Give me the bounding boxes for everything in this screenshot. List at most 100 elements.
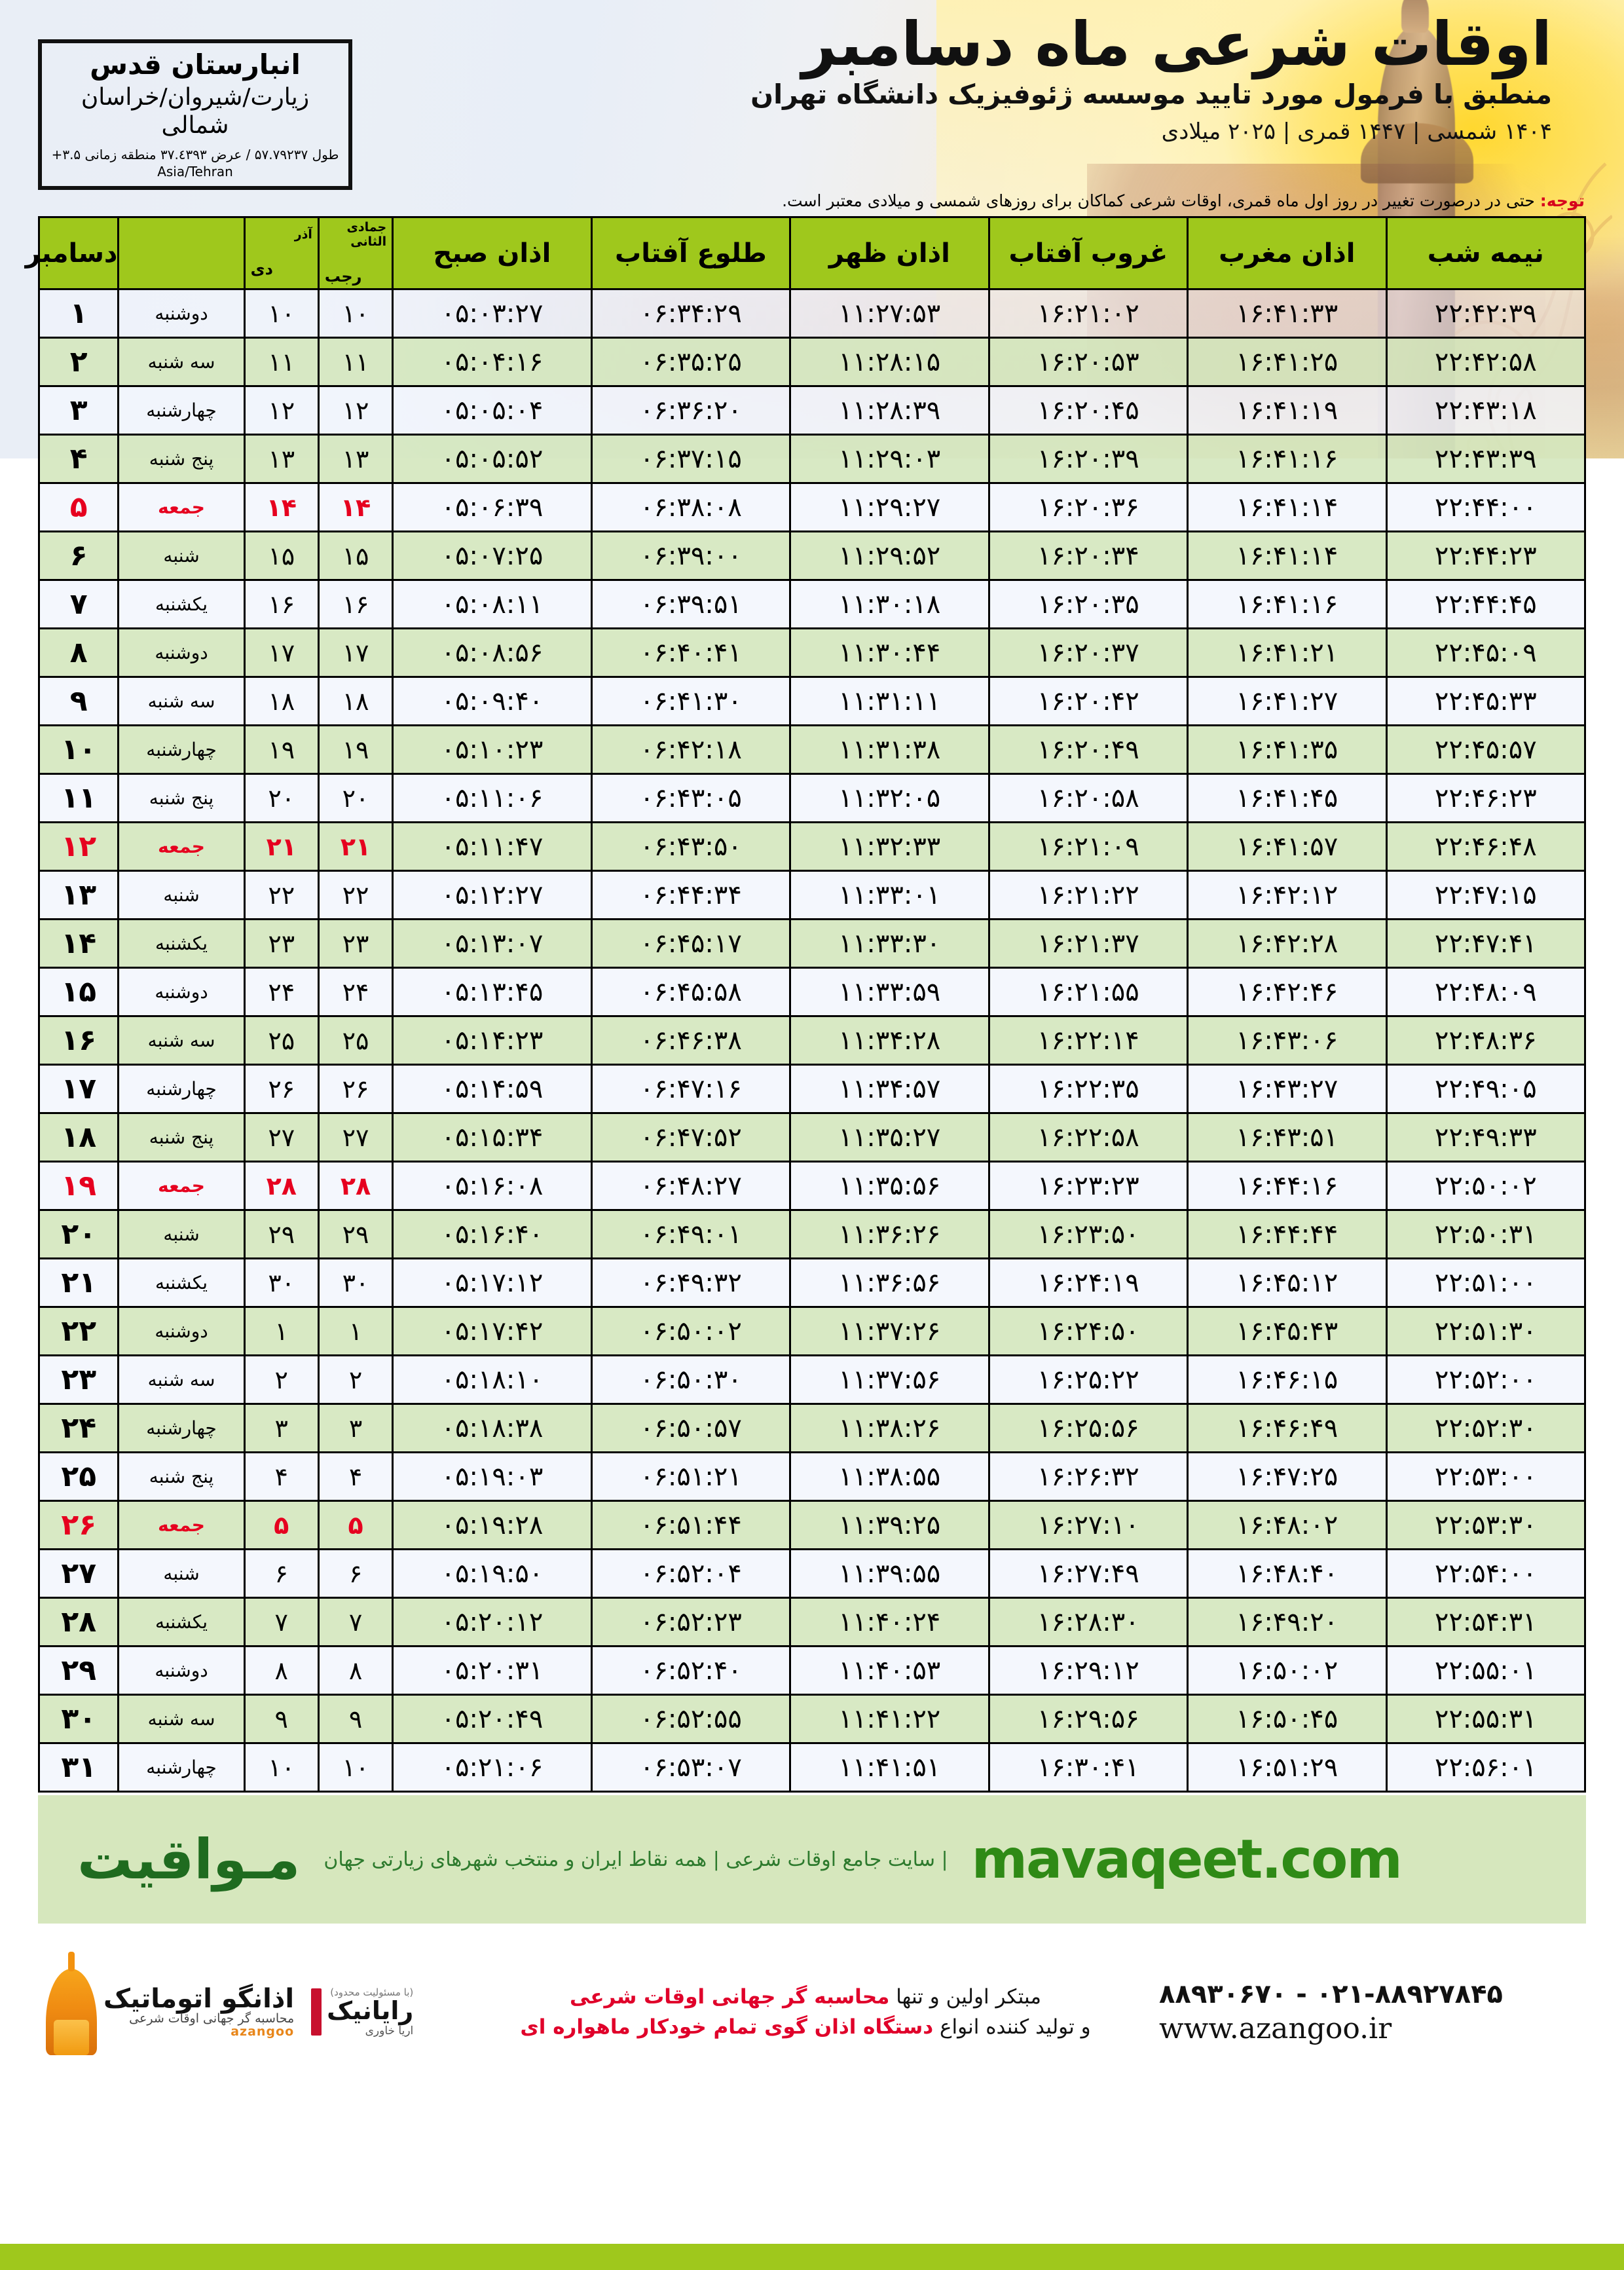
cell-sunset: ۱۶:۲۰:۳۶ bbox=[987, 482, 1189, 533]
cell-fajr: ۰۵:۱۱:۴۷ bbox=[392, 821, 593, 872]
cell-qamari: ۲ bbox=[317, 1354, 394, 1405]
cell-dhuhr: ۱۱:۴۰:۵۳ bbox=[789, 1645, 990, 1696]
table-row: ۲۲:۵۲:۳۰ ۱۶:۴۶:۴۹ ۱۶:۲۵:۵۶ ۱۱:۳۸:۲۶ ۰۶:۵۰:۵۷… bbox=[37, 1403, 1587, 1454]
cell-shamsi: ۲ bbox=[243, 1354, 320, 1405]
cell-sunrise: ۰۶:۴۲:۱۸ bbox=[590, 724, 792, 775]
cell-dhuhr: ۱۱:۴۱:۲۲ bbox=[789, 1694, 990, 1745]
cell-dhuhr: ۱۱:۳۹:۲۵ bbox=[789, 1500, 990, 1551]
cell-sunset: ۱۶:۲۳:۵۰ bbox=[987, 1209, 1189, 1260]
cell-sunset: ۱۶:۲۲:۳۵ bbox=[987, 1064, 1189, 1115]
footer-logos: اذانگو اتوماتیک محاسبه گر جهانی اوقات شر… bbox=[46, 1969, 452, 2056]
page-header: انبارستان قدس زیارت/شیروان/خراسان شمالی … bbox=[0, 0, 1624, 216]
slogan-line2-plain: و تولید کننده انواع bbox=[933, 2015, 1091, 2039]
brand-website[interactable]: mavaqeet.com bbox=[971, 1828, 1403, 1891]
cell-midnight: ۲۲:۵۲:۳۰ bbox=[1385, 1403, 1587, 1454]
cell-qamari: ۱۰ bbox=[317, 1742, 394, 1793]
cell-midnight: ۲۲:۴۲:۳۹ bbox=[1385, 288, 1587, 339]
cell-fajr: ۰۵:۲۰:۱۲ bbox=[392, 1597, 593, 1648]
cell-fajr: ۰۵:۰۳:۲۷ bbox=[392, 288, 593, 339]
cell-fajr: ۰۵:۱۹:۰۳ bbox=[392, 1451, 593, 1502]
cell-qamari: ۲۱ bbox=[317, 821, 394, 872]
cell-day: ۶ bbox=[37, 530, 120, 582]
cell-fajr: ۰۵:۲۰:۳۱ bbox=[392, 1645, 593, 1696]
column-header-day: دسامبر bbox=[26, 215, 120, 291]
cell-weekday: شنبه bbox=[117, 530, 246, 582]
cell-weekday: دوشنبه bbox=[117, 967, 246, 1018]
cell-shamsi: ۱۴ bbox=[243, 482, 320, 533]
cell-day: ۲۸ bbox=[37, 1597, 120, 1648]
rayanik-bar-icon bbox=[311, 1988, 322, 2036]
cell-fajr: ۰۵:۰۵:۰۴ bbox=[392, 385, 593, 436]
cell-sunrise: ۰۶:۴۸:۲۷ bbox=[590, 1161, 792, 1212]
cell-weekday: دوشنبه bbox=[117, 1645, 246, 1696]
table-row: ۲۲:۵۴:۰۰ ۱۶:۴۸:۴۰ ۱۶:۲۷:۴۹ ۱۱:۳۹:۵۵ ۰۶:۵۲:۰۴… bbox=[37, 1548, 1587, 1599]
cell-fajr: ۰۵:۱۲:۲۷ bbox=[392, 870, 593, 921]
cell-fajr: ۰۵:۲۰:۴۹ bbox=[392, 1694, 593, 1745]
table-row: ۲۲:۴۲:۵۸ ۱۶:۴۱:۲۵ ۱۶:۲۰:۵۳ ۱۱:۲۸:۱۵ ۰۶:۳۵:۲۵… bbox=[37, 337, 1587, 388]
cell-qamari: ۷ bbox=[317, 1597, 394, 1648]
cell-day: ۱۹ bbox=[37, 1161, 120, 1212]
cell-midnight: ۲۲:۵۴:۰۰ bbox=[1385, 1548, 1587, 1599]
cell-fajr: ۰۵:۰۸:۵۶ bbox=[392, 627, 593, 679]
cell-weekday: شنبه bbox=[117, 870, 246, 921]
cell-maghrib: ۱۶:۴۸:۰۲ bbox=[1187, 1500, 1388, 1551]
title-block: اوقات شرعی ماه دسامبر منطبق با فرمول مور… bbox=[596, 12, 1553, 146]
prayer-times-table-zone: نیمه شب اذان مغرب غروب آفتاب اذان ظهر طل… bbox=[26, 215, 1587, 1793]
cell-maghrib: ۱۶:۴۹:۲۰ bbox=[1187, 1597, 1388, 1648]
cell-maghrib: ۱۶:۴۱:۲۵ bbox=[1187, 337, 1388, 388]
mosque-dome-icon bbox=[46, 1969, 97, 2056]
cell-dhuhr: ۱۱:۳۲:۳۳ bbox=[789, 821, 990, 872]
cell-day: ۱۷ bbox=[37, 1064, 120, 1115]
cell-sunrise: ۰۶:۵۲:۵۵ bbox=[590, 1694, 792, 1745]
cell-dhuhr: ۱۱:۳۲:۰۵ bbox=[789, 773, 990, 824]
cell-dhuhr: ۱۱:۳۹:۵۵ bbox=[789, 1548, 990, 1599]
table-row: ۲۲:۴۹:۳۳ ۱۶:۴۳:۵۱ ۱۶:۲۲:۵۸ ۱۱:۳۵:۲۷ ۰۶:۴۷:۵۲… bbox=[37, 1112, 1587, 1163]
cell-fajr: ۰۵:۱۳:۰۷ bbox=[392, 918, 593, 969]
cell-day: ۴ bbox=[37, 434, 120, 485]
cell-fajr: ۰۵:۰۵:۵۲ bbox=[392, 434, 593, 485]
cell-sunset: ۱۶:۲۷:۱۰ bbox=[987, 1500, 1189, 1551]
cell-qamari: ۱۴ bbox=[317, 482, 394, 533]
column-header-weekday bbox=[117, 215, 246, 291]
table-row: ۲۲:۴۷:۴۱ ۱۶:۴۲:۲۸ ۱۶:۲۱:۳۷ ۱۱:۳۳:۳۰ ۰۶:۴۵:۱۷… bbox=[37, 918, 1587, 969]
cell-sunrise: ۰۶:۴۹:۳۲ bbox=[590, 1257, 792, 1309]
slogan-line1-highlight: محاسبه گر جهانی اوقات شرعی bbox=[570, 1984, 890, 2009]
cell-midnight: ۲۲:۵۱:۳۰ bbox=[1385, 1306, 1587, 1357]
cell-shamsi: ۱۱ bbox=[243, 337, 320, 388]
cell-qamari: ۲۰ bbox=[317, 773, 394, 824]
cell-maghrib: ۱۶:۴۱:۱۶ bbox=[1187, 434, 1388, 485]
cell-sunset: ۱۶:۲۰:۳۹ bbox=[987, 434, 1189, 485]
cell-sunrise: ۰۶:۴۷:۵۲ bbox=[590, 1112, 792, 1163]
cell-weekday: سه شنبه bbox=[117, 337, 246, 388]
rayanik-logo: (با مسئولیت محدود) رایانیک اریا خاوری bbox=[311, 1987, 413, 2037]
cell-fajr: ۰۵:۱۵:۳۴ bbox=[392, 1112, 593, 1163]
column-header-maghrib: اذان مغرب bbox=[1187, 215, 1388, 291]
cell-shamsi: ۲۴ bbox=[243, 967, 320, 1018]
cell-qamari: ۲۴ bbox=[317, 967, 394, 1018]
contact-website[interactable]: www.azangoo.ir bbox=[1159, 2011, 1392, 2045]
cell-shamsi: ۱ bbox=[243, 1306, 320, 1357]
cell-fajr: ۰۵:۰۸:۱۱ bbox=[392, 579, 593, 630]
cell-dhuhr: ۱۱:۳۳:۳۰ bbox=[789, 918, 990, 969]
cell-qamari: ۱۳ bbox=[317, 434, 394, 485]
cell-qamari: ۶ bbox=[317, 1548, 394, 1599]
cell-maghrib: ۱۶:۴۵:۱۲ bbox=[1187, 1257, 1388, 1309]
cell-weekday: دوشنبه bbox=[117, 627, 246, 679]
cell-shamsi: ۴ bbox=[243, 1451, 320, 1502]
cell-maghrib: ۱۶:۴۵:۴۳ bbox=[1187, 1306, 1388, 1357]
cell-maghrib: ۱۶:۵۱:۲۹ bbox=[1187, 1742, 1388, 1793]
cell-day: ۳۱ bbox=[37, 1742, 120, 1793]
cell-weekday: سه شنبه bbox=[117, 1015, 246, 1066]
cell-fajr: ۰۵:۱۹:۲۸ bbox=[392, 1500, 593, 1551]
footer-contact: ۰۲۱-۸۸۹۲۷۸۴۵ - ۸۸۹۳۰۶۷۰ www.azangoo.ir bbox=[1159, 1978, 1565, 2047]
cell-dhuhr: ۱۱:۲۸:۳۹ bbox=[789, 385, 990, 436]
cell-sunrise: ۰۶:۴۱:۳۰ bbox=[590, 676, 792, 727]
cell-sunrise: ۰۶:۵۲:۴۰ bbox=[590, 1645, 792, 1696]
cell-fajr: ۰۵:۱۸:۳۸ bbox=[392, 1403, 593, 1454]
cell-qamari: ۳ bbox=[317, 1403, 394, 1454]
cell-maghrib: ۱۶:۴۲:۲۸ bbox=[1187, 918, 1388, 969]
cell-maghrib: ۱۶:۴۱:۱۶ bbox=[1187, 579, 1388, 630]
cell-fajr: ۰۵:۱۹:۵۰ bbox=[392, 1548, 593, 1599]
cell-midnight: ۲۲:۵۵:۳۱ bbox=[1385, 1694, 1587, 1745]
rayanik-note: (با مسئولیت محدود) bbox=[330, 1986, 414, 1998]
